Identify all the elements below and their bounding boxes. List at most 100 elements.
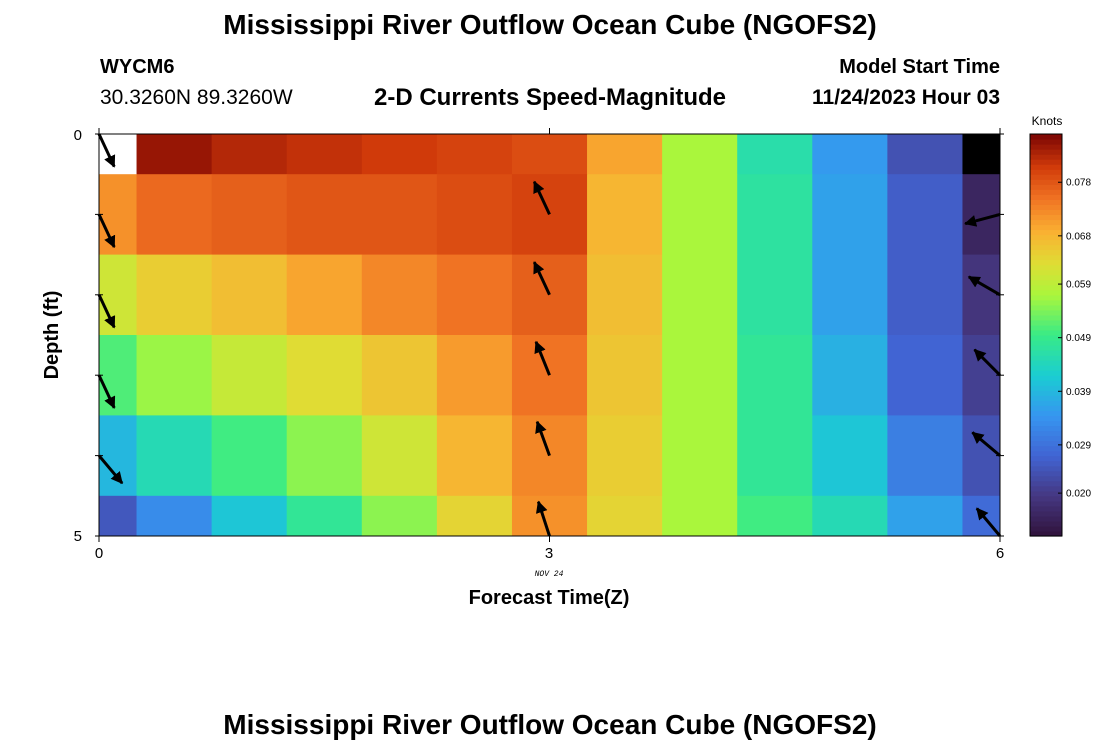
colorbar-segment [1030,355,1062,361]
colorbar-segment [1030,199,1062,205]
heatmap-cell [737,254,813,336]
heatmap-cell [136,254,213,336]
colorbar-segment [1030,405,1062,411]
heatmap-cell [436,174,513,256]
heatmap-cell [587,415,663,497]
colorbar-segment [1030,249,1062,256]
colorbar-segment [1030,475,1062,482]
colorbar-segment [1030,264,1062,271]
heatmap-cell [286,415,363,497]
colorbar-segment [1030,169,1062,175]
heatmap-cell [511,335,588,416]
current-vector-arrow [973,348,1002,377]
heatmap-cell [211,134,288,175]
y-axis-title: Depth (ft) [41,291,63,380]
heatmap-cell [99,254,138,336]
colorbar-segment [1030,159,1062,165]
heatmap-cell [887,254,963,336]
heatmap-cell [812,174,888,256]
heatmap-cell [286,254,363,336]
colorbar-segment [1030,259,1062,266]
colorbar-segment [1030,324,1062,331]
heatmap-cell [962,415,1001,497]
heatmap-cell [99,495,138,537]
current-vector-arrow [971,431,1001,457]
heatmap-cell [286,495,363,537]
heatmap-cell [662,335,738,416]
colorbar-tick-label: 0.049 [1066,333,1091,344]
x-tick-label-end: 6 [996,545,1004,562]
colorbar-segment [1030,254,1062,261]
colorbar-segment [1030,209,1062,215]
colorbar-segment [1030,500,1062,507]
heatmap-cell [587,335,663,416]
model-start-label: Model Start Time [839,56,1000,78]
heatmap-cell [436,495,513,537]
colorbar-segment [1030,440,1062,447]
colorbar-segment [1030,284,1062,291]
colorbar-segment [1030,345,1062,351]
y-tick-label-top: 0 [74,127,82,144]
colorbar-segment [1030,335,1062,341]
colorbar-segment [1030,360,1062,366]
heatmap-cell [737,174,813,256]
colorbar-segment [1030,299,1062,306]
current-vector-arrow [97,454,124,485]
heatmap-cell [436,335,513,416]
heatmap-cell [99,134,138,175]
current-vector-arrow [97,133,116,168]
heatmap-cell [812,415,888,497]
colorbar-segment [1030,415,1062,422]
heatmap-cell [99,335,138,416]
colorbar-tick-label: 0.059 [1066,280,1091,291]
heatmap-cell [737,495,813,537]
colorbar-segment [1030,294,1062,301]
current-vector-arrow [536,500,551,537]
heatmap-cell [887,174,963,256]
heatmap-cell [887,134,963,175]
current-vector-arrow [532,261,551,296]
heatmap-cell [812,495,888,537]
forecast-date-label: NOV 24 [535,570,564,579]
station-coordinates: 30.3260N 89.3260W [100,86,293,109]
heatmap-cell [436,254,513,336]
colorbar-segment [1030,154,1062,160]
colorbar-segment [1030,380,1062,386]
heatmap-cell [361,134,438,175]
heatmap-cell [361,415,438,497]
colorbar-segment [1030,269,1062,276]
colorbar-segment [1030,289,1062,296]
current-vector-arrow [535,420,551,457]
colorbar-segment [1030,530,1062,537]
heatmap-cell [511,415,588,497]
colorbar-segment [1030,525,1062,532]
current-vector-arrow [97,294,116,329]
heatmap-cell [286,335,363,416]
station-id: WYCM6 [100,56,175,78]
heatmap-cell [286,174,363,256]
axes: 0 5 0 3 6 NOV 24 Forecast Time(Z) Depth … [41,127,1004,609]
colorbar-frame [1029,133,1063,537]
colorbar-segment [1030,304,1062,311]
colorbar-segment [1030,465,1062,472]
colorbar-segment [1030,244,1062,251]
heatmap-cell [361,335,438,416]
current-vector-arrow [97,213,116,249]
heatmap-cell [286,134,363,175]
current-vectors [97,133,1002,537]
chart-subtitle: 2-D Currents Speed-Magnitude [373,84,727,111]
colorbar-segment [1030,470,1062,477]
colorbar-segment [1030,329,1062,336]
colorbar-tick-label: 0.020 [1066,489,1091,500]
heatmap-cell [511,495,588,537]
heatmap-cell [812,335,888,416]
heatmap-cell [211,174,288,256]
model-start-value: 11/24/2023 Hour 03 [812,86,1000,109]
colorbar-segment [1030,410,1062,416]
colorbar-segment [1030,149,1062,155]
heatmap-cell [587,134,663,175]
colorbar-tick-label: 0.068 [1066,231,1091,242]
x-tick-label-start: 0 [95,545,103,562]
heatmap-cell [662,495,738,537]
colorbar-segment [1030,370,1062,376]
